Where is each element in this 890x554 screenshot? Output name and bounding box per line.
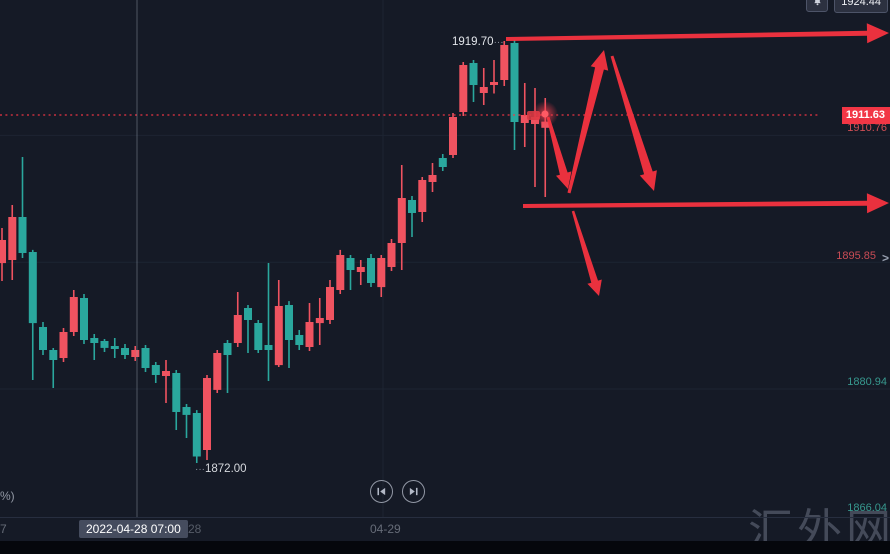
high-label-dots: ···	[493, 37, 504, 48]
candle-body	[459, 65, 468, 112]
time-tick-28: 28	[188, 522, 202, 536]
candle-body	[28, 252, 37, 324]
alert-bell-tag[interactable]	[806, 0, 828, 12]
candle-body	[264, 345, 273, 350]
bell-icon	[813, 0, 821, 6]
alert-price-tag[interactable]: 1924.44	[834, 0, 888, 13]
candle-body	[500, 45, 509, 80]
candle-body	[162, 371, 170, 376]
chart-nav-buttons	[370, 480, 425, 503]
axis-label-1895: 1895.85	[836, 250, 876, 262]
candle-body	[356, 267, 365, 272]
candle-body	[172, 373, 181, 412]
candle-body	[39, 327, 47, 350]
last-price-pulse-marker	[527, 101, 558, 127]
candlestick-chart	[0, 0, 890, 517]
candle-body	[8, 217, 17, 260]
candle-body	[315, 318, 324, 324]
candle-body	[151, 365, 160, 375]
candle-body	[49, 350, 58, 360]
candle-body	[336, 255, 345, 290]
current-price-tag[interactable]: 1911.63	[841, 107, 890, 124]
candle-body	[90, 338, 99, 343]
candle-body	[449, 117, 457, 155]
candle-body	[244, 308, 252, 320]
candle-body	[233, 315, 242, 343]
candles	[0, 40, 550, 463]
candle-body	[141, 348, 150, 368]
candle-body	[203, 378, 211, 450]
candle-body	[305, 322, 314, 347]
candle-body	[100, 341, 109, 348]
red-arrow[interactable]	[506, 23, 889, 44]
axis-label-1910: 1910.76	[847, 122, 887, 134]
candle-body	[520, 115, 529, 123]
axis-label-1866: 1866.04	[847, 502, 887, 514]
candle-body	[59, 332, 68, 358]
candle-body	[18, 217, 27, 253]
red-arrow[interactable]	[610, 55, 657, 191]
high-price-label: 1919.70···	[452, 36, 504, 48]
time-tick-04-29: 04-29	[370, 522, 401, 536]
candle-body	[479, 87, 488, 93]
candle-body	[213, 353, 222, 390]
skip-to-start-button[interactable]	[370, 480, 393, 503]
red-arrow[interactable]	[546, 116, 572, 189]
candle-body	[274, 306, 283, 366]
candle-body	[510, 43, 519, 122]
candle-body	[326, 287, 334, 320]
candle-body	[80, 298, 88, 340]
indicator-legend-partial: %)	[0, 489, 15, 503]
candle-body	[397, 198, 406, 243]
time-tick-partial: 7	[0, 522, 7, 536]
low-price-label: ···1872.00	[195, 463, 247, 475]
candle-body	[110, 346, 119, 349]
candle-body	[418, 180, 427, 212]
gridlines	[0, 0, 890, 517]
candle-body	[131, 350, 140, 357]
candle-body	[428, 175, 437, 182]
red-arrow[interactable]	[523, 193, 889, 214]
candle-body	[295, 335, 304, 345]
candle-body	[69, 297, 78, 332]
red-arrow[interactable]	[571, 210, 602, 296]
candle-body	[192, 413, 201, 457]
skip-next-icon	[409, 487, 418, 496]
candle-body	[182, 407, 191, 415]
candle-body	[408, 200, 416, 213]
axis-label-1880: 1880.94	[847, 376, 887, 388]
candle-body	[121, 348, 129, 355]
candle-body	[0, 240, 6, 264]
skip-prev-icon	[377, 487, 386, 496]
axis-chevron-icon[interactable]: >	[881, 251, 889, 265]
crosshair-time-label: 2022-04-28 07:00	[79, 520, 188, 538]
candle-body	[469, 63, 478, 85]
candle-body	[377, 258, 386, 288]
red-arrow[interactable]	[567, 50, 609, 194]
low-label-dots: ···	[195, 464, 205, 475]
candle-body	[285, 305, 293, 340]
candle-body	[490, 82, 498, 85]
time-axis[interactable]: 7 2022-04-28 07:00 28 04-29	[0, 517, 890, 542]
trend-arrows-drawing[interactable]	[506, 23, 889, 296]
candle-body	[223, 343, 232, 355]
candle-body	[438, 158, 447, 167]
bottom-window-bar	[0, 541, 890, 554]
candle-body	[387, 243, 396, 267]
candle-body	[346, 258, 355, 270]
skip-to-end-button[interactable]	[402, 480, 425, 503]
candle-body	[254, 323, 263, 350]
candle-body	[367, 258, 375, 283]
